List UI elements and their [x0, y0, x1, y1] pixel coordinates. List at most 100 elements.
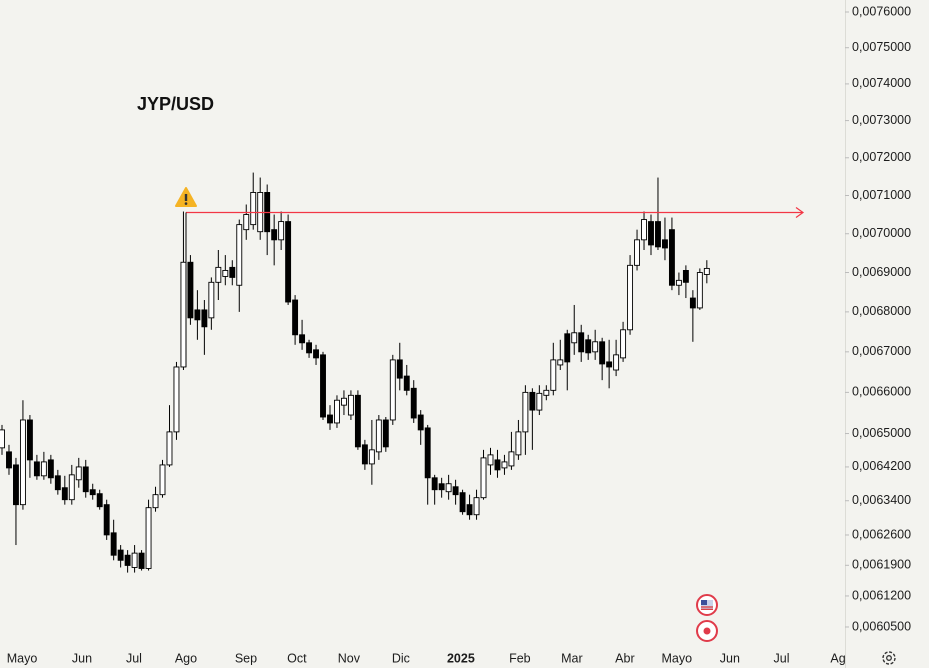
candle-body	[236, 224, 243, 286]
candle-body	[403, 375, 410, 391]
candle-body	[229, 266, 236, 278]
candle-body	[166, 431, 173, 466]
y-tick-label: 0,0061200	[852, 588, 911, 602]
chart-title: JYP/USD	[137, 94, 214, 114]
x-tick-label: Mayo	[7, 651, 38, 665]
y-tick-label: 0,0070000	[852, 226, 911, 240]
candle-body	[696, 272, 703, 309]
candle-body	[662, 239, 668, 249]
y-tick-label: 0,0073000	[852, 113, 911, 127]
candle-body	[222, 270, 229, 277]
candle-body	[592, 341, 599, 353]
candle-body	[327, 414, 333, 424]
x-tick-label: 2025	[447, 651, 475, 665]
candle-body	[515, 431, 522, 456]
candle-body	[347, 394, 354, 416]
candle-body	[250, 192, 257, 226]
candle-body	[606, 361, 613, 368]
candle-body	[431, 477, 438, 491]
candle-body	[550, 359, 557, 391]
candle-body	[306, 342, 313, 354]
y-tick-label: 0,0061900	[852, 558, 911, 572]
candle-body	[613, 354, 620, 371]
candle-body	[243, 214, 250, 231]
candle-body	[103, 504, 110, 536]
resistance-arrow	[795, 207, 805, 219]
candle-body	[271, 229, 278, 241]
candle-body	[215, 266, 222, 283]
candle-body	[480, 457, 487, 499]
warning-icon	[175, 187, 197, 207]
candle-body	[124, 554, 131, 566]
candle-body	[599, 341, 606, 365]
candle-body	[320, 354, 326, 418]
candle-body	[578, 332, 585, 353]
y-tick-label: 0,0065000	[852, 426, 911, 440]
candle-body	[96, 493, 103, 508]
candle-body	[33, 461, 40, 477]
y-tick-label: 0,0075000	[852, 40, 911, 54]
candle-body	[292, 299, 299, 336]
candle-body	[508, 451, 515, 467]
candle-body	[571, 332, 578, 344]
candle-body	[536, 392, 543, 411]
candle-body	[627, 264, 634, 331]
y-tick-label: 0,0066000	[852, 385, 911, 399]
candle-body	[459, 492, 466, 513]
candle-body	[145, 507, 152, 569]
candle-body	[117, 549, 124, 561]
candle-body	[368, 449, 375, 465]
candle-body	[334, 399, 340, 424]
candle-body	[410, 387, 417, 419]
candle-body	[585, 339, 592, 354]
candle-body	[82, 466, 89, 493]
candle-body	[487, 454, 494, 466]
candle-body	[131, 552, 138, 568]
candle-body	[396, 359, 403, 379]
x-tick-label: Oct	[287, 651, 307, 665]
x-tick-label: Jul	[774, 651, 790, 665]
settings-icon[interactable]	[882, 651, 896, 665]
candle-body	[187, 261, 194, 319]
candle-body	[689, 297, 696, 309]
x-tick-label: Ago	[175, 651, 197, 665]
y-tick-label: 0,0060500	[852, 619, 911, 633]
y-tick-label: 0,0067000	[852, 344, 911, 358]
x-tick-label: Feb	[509, 651, 531, 665]
candle-body	[648, 221, 654, 246]
candle-body	[180, 261, 187, 368]
x-tick-label: Nov	[338, 651, 361, 665]
x-tick-label: Jun	[72, 651, 92, 665]
candle-body	[340, 397, 347, 406]
candle-body	[424, 427, 431, 479]
x-tick-label: Mar	[561, 651, 583, 665]
flag-icon	[696, 594, 718, 616]
event-icon[interactable]	[696, 620, 718, 642]
x-tick-label: Sep	[235, 651, 257, 665]
candle-body	[40, 461, 47, 477]
x-tick-label: Dic	[392, 651, 410, 665]
x-tick-label: Mayo	[662, 651, 693, 665]
x-tick-label: Abr	[615, 651, 634, 665]
candle-body	[0, 429, 5, 449]
candle-body	[201, 309, 208, 328]
candle-body	[675, 279, 682, 286]
y-tick-label: 0,0063400	[852, 493, 911, 507]
x-tick-label: Jul	[126, 651, 142, 665]
candle-body	[641, 219, 647, 241]
candle-body	[110, 532, 117, 556]
candle-body	[445, 483, 452, 493]
candle-body	[564, 333, 571, 363]
candle-body	[620, 329, 627, 359]
candle-body	[501, 461, 508, 469]
candle-body	[159, 464, 166, 496]
candle-body	[529, 391, 536, 411]
candle-body	[543, 389, 550, 396]
candle-body	[299, 334, 306, 344]
plot-area	[0, 172, 805, 573]
candle-body	[375, 419, 382, 453]
candle-body	[61, 487, 68, 501]
candle-body	[655, 221, 661, 248]
